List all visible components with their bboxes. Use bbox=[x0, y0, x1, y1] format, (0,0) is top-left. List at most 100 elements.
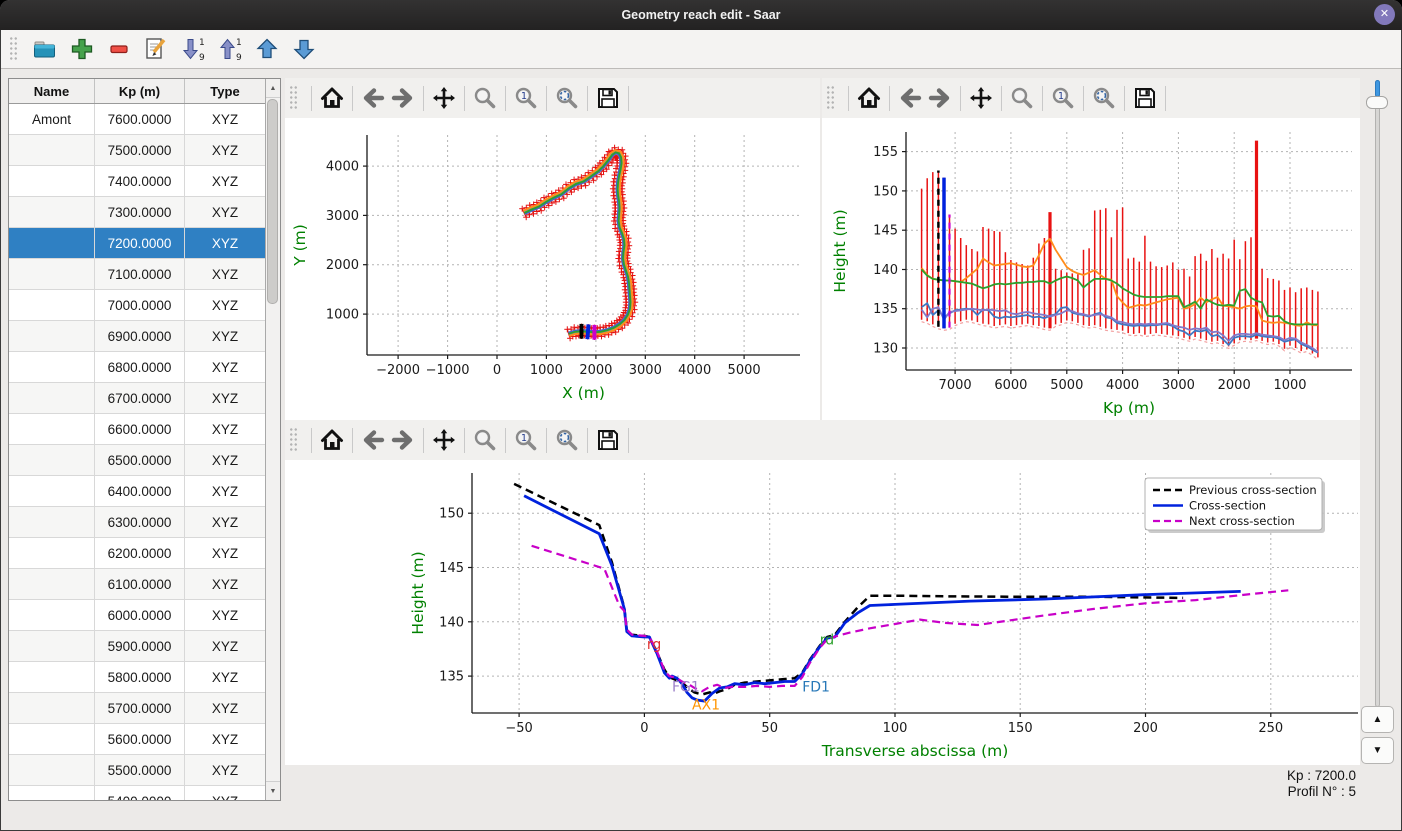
cell-name[interactable] bbox=[9, 445, 95, 475]
cell-name[interactable]: Amont bbox=[9, 104, 95, 134]
table-row[interactable]: 6700.0000 XYZ bbox=[9, 383, 265, 414]
cell-type[interactable]: XYZ bbox=[211, 731, 239, 747]
cell-name[interactable] bbox=[9, 476, 95, 506]
cell-name[interactable] bbox=[9, 538, 95, 568]
table-row[interactable]: Amont 7600.0000 XYZ bbox=[9, 104, 265, 135]
cell-name[interactable] bbox=[9, 786, 95, 800]
cell-name[interactable] bbox=[9, 724, 95, 754]
table-row[interactable]: 5500.0000 XYZ bbox=[9, 755, 265, 786]
close-button[interactable]: ✕ bbox=[1374, 4, 1395, 25]
cell-type[interactable]: XYZ bbox=[211, 762, 239, 778]
toolbar-grip[interactable] bbox=[289, 85, 298, 111]
cell-type[interactable]: XYZ bbox=[211, 297, 239, 313]
cell-name[interactable] bbox=[9, 321, 95, 351]
save-icon[interactable] bbox=[1130, 83, 1160, 113]
profile-down-button[interactable]: ▼ bbox=[1361, 737, 1394, 764]
cell-type[interactable]: XYZ bbox=[211, 669, 239, 685]
cell-type[interactable]: XYZ bbox=[211, 421, 239, 437]
scroll-up-icon[interactable]: ▲ bbox=[266, 79, 280, 98]
cell-type[interactable]: XYZ bbox=[211, 638, 239, 654]
column-header-kp[interactable]: Kp (m) bbox=[95, 79, 185, 103]
cell-name[interactable] bbox=[9, 693, 95, 723]
profile-slider-thumb[interactable] bbox=[1366, 96, 1388, 109]
zoom-icon[interactable] bbox=[1007, 83, 1037, 113]
cell-kp[interactable]: 6700.0000 bbox=[95, 383, 185, 413]
cell-type[interactable]: XYZ bbox=[211, 235, 239, 251]
move-up-icon[interactable] bbox=[251, 34, 282, 65]
pan-icon[interactable] bbox=[966, 83, 996, 113]
profile-up-button[interactable]: ▲ bbox=[1361, 706, 1394, 733]
cell-kp[interactable]: 5400.0000 bbox=[95, 786, 185, 800]
cell-name[interactable] bbox=[9, 228, 95, 258]
cell-name[interactable] bbox=[9, 352, 95, 382]
table-row[interactable]: 6900.0000 XYZ bbox=[9, 321, 265, 352]
table-row[interactable]: 7300.0000 XYZ bbox=[9, 197, 265, 228]
table-row[interactable]: 5900.0000 XYZ bbox=[9, 631, 265, 662]
cell-kp[interactable]: 5800.0000 bbox=[95, 662, 185, 692]
cell-kp[interactable]: 6600.0000 bbox=[95, 414, 185, 444]
cell-kp[interactable]: 7600.0000 bbox=[95, 104, 185, 134]
cell-kp[interactable]: 6900.0000 bbox=[95, 321, 185, 351]
zoom-icon[interactable] bbox=[470, 425, 500, 455]
toolbar-grip[interactable] bbox=[826, 85, 835, 111]
cell-type[interactable]: XYZ bbox=[211, 514, 239, 530]
cell-kp[interactable]: 6500.0000 bbox=[95, 445, 185, 475]
cell-type[interactable]: XYZ bbox=[211, 111, 239, 127]
titlebar[interactable]: Geometry reach edit - Saar ✕ bbox=[0, 0, 1402, 30]
cell-type[interactable]: XYZ bbox=[211, 483, 239, 499]
table-row[interactable]: 7200.0000 XYZ bbox=[9, 228, 265, 259]
zoom-one-icon[interactable]: 1 bbox=[1048, 83, 1078, 113]
cell-kp[interactable]: 7500.0000 bbox=[95, 135, 185, 165]
cell-kp[interactable]: 7100.0000 bbox=[95, 259, 185, 289]
scroll-down-icon[interactable]: ▼ bbox=[266, 781, 280, 800]
back-icon[interactable] bbox=[358, 83, 388, 113]
table-scrollbar[interactable]: ▲ ▼ bbox=[265, 79, 280, 800]
cell-type[interactable]: XYZ bbox=[211, 359, 239, 375]
cell-name[interactable] bbox=[9, 569, 95, 599]
profile-slider-track[interactable] bbox=[1375, 80, 1380, 707]
forward-icon[interactable] bbox=[925, 83, 955, 113]
forward-icon[interactable] bbox=[388, 425, 418, 455]
table-header[interactable]: Name Kp (m) Type bbox=[9, 79, 265, 104]
save-icon[interactable] bbox=[593, 83, 623, 113]
cell-name[interactable] bbox=[9, 755, 95, 785]
cell-kp[interactable]: 6200.0000 bbox=[95, 538, 185, 568]
zoom-icon[interactable] bbox=[470, 83, 500, 113]
table-row[interactable]: 6500.0000 XYZ bbox=[9, 445, 265, 476]
cell-kp[interactable]: 5900.0000 bbox=[95, 631, 185, 661]
table-row[interactable]: 7500.0000 XYZ bbox=[9, 135, 265, 166]
remove-icon[interactable] bbox=[103, 34, 134, 65]
back-icon[interactable] bbox=[895, 83, 925, 113]
cell-kp[interactable]: 6300.0000 bbox=[95, 507, 185, 537]
forward-icon[interactable] bbox=[388, 83, 418, 113]
table-row[interactable]: 6800.0000 XYZ bbox=[9, 352, 265, 383]
cell-kp[interactable]: 6400.0000 bbox=[95, 476, 185, 506]
cell-name[interactable] bbox=[9, 259, 95, 289]
cell-name[interactable] bbox=[9, 197, 95, 227]
table-row[interactable]: 6200.0000 XYZ bbox=[9, 538, 265, 569]
cell-type[interactable]: XYZ bbox=[211, 173, 239, 189]
cell-name[interactable] bbox=[9, 507, 95, 537]
cell-name[interactable] bbox=[9, 290, 95, 320]
table-row[interactable]: 6400.0000 XYZ bbox=[9, 476, 265, 507]
table-row[interactable]: 6600.0000 XYZ bbox=[9, 414, 265, 445]
cell-name[interactable] bbox=[9, 600, 95, 630]
cell-kp[interactable]: 6800.0000 bbox=[95, 352, 185, 382]
zoom-select-icon[interactable] bbox=[1089, 83, 1119, 113]
cell-type[interactable]: XYZ bbox=[211, 266, 239, 282]
cell-name[interactable] bbox=[9, 662, 95, 692]
table-row[interactable]: 7100.0000 XYZ bbox=[9, 259, 265, 290]
table-row[interactable]: 6300.0000 XYZ bbox=[9, 507, 265, 538]
add-icon[interactable] bbox=[66, 34, 97, 65]
table-row[interactable]: 6000.0000 XYZ bbox=[9, 600, 265, 631]
move-down-icon[interactable] bbox=[288, 34, 319, 65]
cell-kp[interactable]: 7200.0000 bbox=[95, 228, 185, 258]
cell-type[interactable]: XYZ bbox=[211, 142, 239, 158]
pan-icon[interactable] bbox=[429, 425, 459, 455]
cell-kp[interactable]: 7000.0000 bbox=[95, 290, 185, 320]
cell-name[interactable] bbox=[9, 135, 95, 165]
zoom-select-icon[interactable] bbox=[552, 425, 582, 455]
scrollbar-thumb[interactable] bbox=[267, 99, 278, 304]
